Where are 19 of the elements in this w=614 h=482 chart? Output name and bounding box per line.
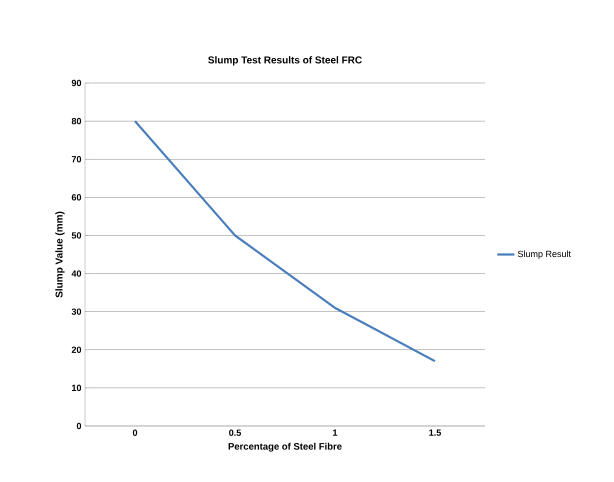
y-tick-label: 40 [72,270,82,277]
x-tick-label: 1 [333,430,338,436]
legend-label: Slump Result [518,250,571,259]
y-tick-label: 20 [72,346,82,353]
x-tick-label: 1.5 [429,430,441,436]
y-tick-label: 30 [72,308,82,315]
chart-title: Slump Test Results of Steel FRC [208,56,362,66]
y-tick-label: 50 [72,232,82,239]
y-tick-label: 0 [76,422,82,430]
x-axis-title: Percentage of Steel Fibre [228,442,342,452]
y-tick-label: 70 [72,156,82,162]
y-tick-label: 80 [72,118,82,124]
y-tick-label: 10 [72,384,82,392]
y-axis-title: Slump Value (mm) [55,212,65,298]
x-tick-label: 0.5 [229,430,242,436]
x-tick-label: 0 [132,430,138,436]
y-tick-label: 90 [72,80,82,86]
y-tick-label: 60 [72,194,82,201]
line-series [134,120,436,362]
